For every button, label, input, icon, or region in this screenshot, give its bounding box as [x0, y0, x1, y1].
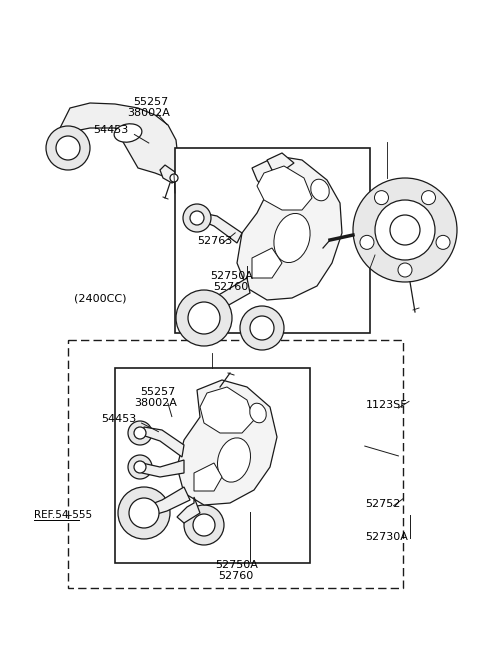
- Polygon shape: [144, 487, 190, 517]
- Text: (2400CC): (2400CC): [74, 293, 127, 304]
- Circle shape: [190, 211, 204, 225]
- Circle shape: [353, 178, 457, 282]
- Text: 52730A: 52730A: [365, 531, 408, 542]
- Bar: [115, 368, 310, 563]
- Text: 52763: 52763: [197, 236, 232, 247]
- Polygon shape: [267, 153, 294, 170]
- Circle shape: [360, 236, 374, 249]
- Circle shape: [56, 136, 80, 160]
- Circle shape: [188, 302, 220, 334]
- Polygon shape: [237, 156, 342, 300]
- Bar: [68, 340, 403, 588]
- Polygon shape: [50, 103, 178, 178]
- Text: 38002A: 38002A: [127, 108, 170, 118]
- Circle shape: [374, 191, 388, 205]
- Circle shape: [375, 200, 435, 260]
- Circle shape: [240, 306, 284, 350]
- Ellipse shape: [250, 403, 266, 422]
- Polygon shape: [177, 497, 200, 523]
- Polygon shape: [257, 166, 312, 210]
- Polygon shape: [200, 387, 254, 433]
- Circle shape: [128, 455, 152, 479]
- Text: 54453: 54453: [94, 125, 129, 135]
- Circle shape: [436, 236, 450, 249]
- Circle shape: [390, 215, 420, 245]
- Circle shape: [398, 263, 412, 277]
- Text: 55257: 55257: [141, 387, 176, 398]
- Circle shape: [170, 174, 178, 182]
- Circle shape: [183, 204, 211, 232]
- Text: 38002A: 38002A: [134, 398, 177, 408]
- Text: 52752: 52752: [365, 499, 400, 509]
- Circle shape: [250, 316, 274, 340]
- Circle shape: [128, 421, 152, 445]
- Polygon shape: [177, 380, 277, 505]
- Circle shape: [134, 461, 146, 473]
- Circle shape: [421, 191, 435, 205]
- Ellipse shape: [114, 124, 142, 142]
- Circle shape: [134, 427, 146, 439]
- Text: 1123SF: 1123SF: [366, 400, 408, 411]
- Text: 52760: 52760: [214, 281, 249, 292]
- Polygon shape: [194, 463, 222, 491]
- Bar: [175, 148, 370, 333]
- Circle shape: [176, 290, 232, 346]
- Circle shape: [46, 126, 90, 170]
- Polygon shape: [142, 460, 184, 477]
- Text: REF.54-555: REF.54-555: [34, 510, 92, 520]
- Ellipse shape: [311, 179, 329, 201]
- Ellipse shape: [274, 213, 310, 262]
- Polygon shape: [200, 213, 242, 243]
- Circle shape: [193, 514, 215, 536]
- Polygon shape: [252, 248, 282, 278]
- Polygon shape: [142, 427, 184, 457]
- Ellipse shape: [217, 438, 251, 482]
- Text: 52750A: 52750A: [210, 271, 253, 281]
- Text: 52750A: 52750A: [216, 560, 258, 571]
- Polygon shape: [204, 278, 250, 313]
- Circle shape: [184, 505, 224, 545]
- Circle shape: [118, 487, 170, 539]
- Polygon shape: [160, 165, 178, 183]
- Text: 54453: 54453: [101, 413, 136, 424]
- Text: 52760: 52760: [218, 571, 253, 581]
- Circle shape: [129, 498, 159, 528]
- Text: 55257: 55257: [133, 97, 168, 108]
